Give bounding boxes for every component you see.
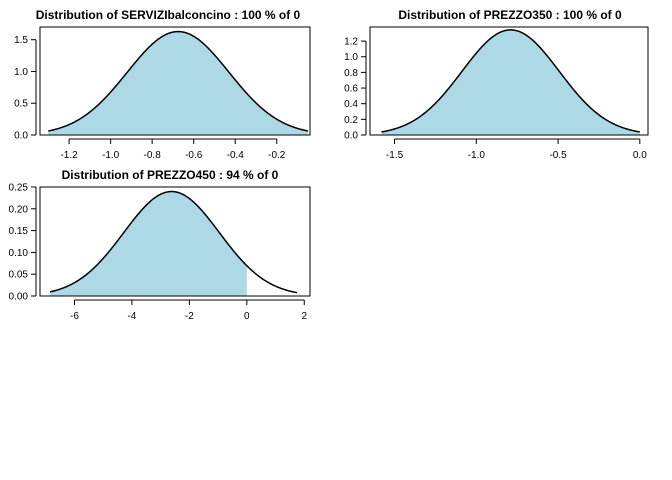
x-tick-label: -1.5 — [386, 150, 404, 161]
x-tick-label: 0 — [244, 311, 250, 322]
y-tick-label: 0.05 — [9, 270, 29, 281]
y-tick-label: 1.2 — [344, 37, 358, 48]
y-tick-label: 1.5 — [14, 35, 28, 46]
x-tick-label: -1.0 — [102, 150, 120, 161]
chart-title: Distribution of PREZZO350 : 100 % of 0 — [398, 8, 622, 22]
shaded-area — [381, 29, 640, 136]
y-tick-label: 0.10 — [9, 248, 29, 259]
plot-frame — [369, 26, 649, 136]
y-tick-label: 0.00 — [9, 292, 29, 303]
y-tick-label: 1.0 — [14, 67, 28, 78]
x-tick-label: 0.0 — [633, 150, 647, 161]
x-tick-label: -1.0 — [468, 150, 486, 161]
x-tick-label: -4 — [127, 311, 136, 322]
chart-title: Distribution of PREZZO450 : 94 % of 0 — [62, 168, 279, 182]
y-tick-label: 0.8 — [344, 68, 358, 79]
panel-serviziblaconcino: Distribution of SERVIZIbalconcino : 100 … — [14, 8, 311, 161]
x-tick-label: -2 — [185, 311, 194, 322]
x-tick-label: -0.6 — [185, 150, 203, 161]
panel-prezzo350: Distribution of PREZZO350 : 100 % of 0 -… — [344, 8, 649, 161]
density-curve — [49, 190, 298, 294]
y-tick-label: 0.6 — [344, 84, 358, 95]
y-tick-label: 0.4 — [344, 99, 358, 110]
y-tick-label: 1.0 — [344, 52, 358, 63]
y-tick-label: 0.20 — [9, 204, 29, 215]
x-tick-label: -6 — [70, 311, 79, 322]
y-tick-label: 0.0 — [344, 131, 358, 142]
chart-title: Distribution of SERVIZIbalconcino : 100 … — [36, 8, 301, 22]
shaded-area — [48, 31, 308, 135]
x-tick-label: 2 — [301, 311, 307, 322]
y-tick-label: 0.25 — [9, 183, 29, 194]
density-curve — [381, 29, 640, 133]
density-curve — [48, 30, 309, 132]
shaded-area — [50, 191, 247, 296]
panel-prezzo450: Distribution of PREZZO450 : 94 % of 0 -6… — [9, 168, 311, 322]
y-tick-label: 0.5 — [14, 99, 28, 110]
plot-frame — [39, 26, 311, 136]
x-tick-label: -0.2 — [268, 150, 286, 161]
plot-frame — [39, 186, 311, 297]
y-tick-label: 0.2 — [344, 115, 358, 126]
y-tick-label: 0.15 — [9, 226, 29, 237]
y-tick-label: 0.0 — [14, 131, 28, 142]
x-tick-label: -1.2 — [60, 150, 78, 161]
x-tick-label: -0.8 — [144, 150, 162, 161]
x-tick-label: -0.4 — [227, 150, 245, 161]
x-tick-label: -0.5 — [549, 150, 567, 161]
